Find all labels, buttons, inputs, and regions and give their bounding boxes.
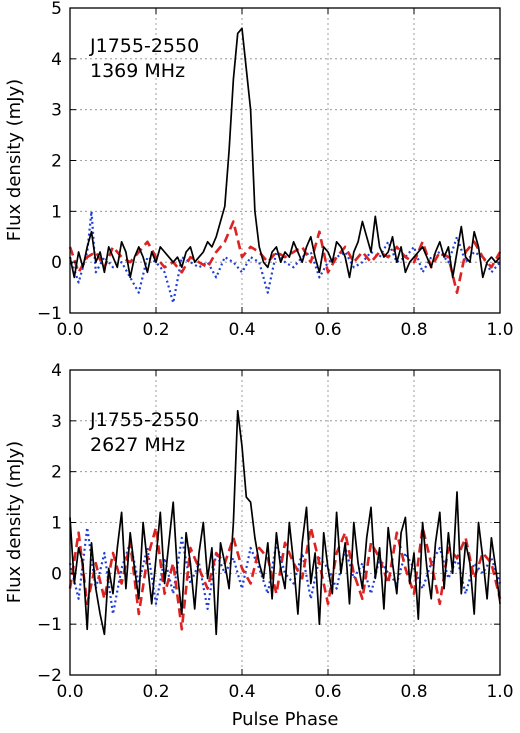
x-tick-label: 0.8 bbox=[400, 682, 427, 702]
y-tick-label: 3 bbox=[51, 412, 62, 432]
tick-labels: 0.0 0.2 0.4 0.6 0.8 1.0 −1 0 1 2 3 4 5 bbox=[37, 0, 514, 340]
tick-labels: 0.0 0.2 0.4 0.6 0.8 1.0 −2 −1 0 1 2 3 4 bbox=[37, 361, 514, 702]
series-line-solid bbox=[69, 409, 501, 636]
grid-lines bbox=[70, 370, 500, 675]
x-tick-label: 0.6 bbox=[314, 682, 341, 702]
y-tick-label: 4 bbox=[51, 50, 62, 70]
y-tick-label: 4 bbox=[51, 361, 62, 381]
x-tick-label: 1.0 bbox=[486, 320, 513, 340]
y-axis-label: Flux density (mJy) bbox=[4, 79, 25, 241]
data-series bbox=[68, 409, 502, 636]
y-tick-label: 2 bbox=[51, 463, 62, 483]
x-axis-label: Pulse Phase bbox=[232, 709, 339, 730]
x-tick-label: 0.2 bbox=[142, 682, 169, 702]
grid-lines bbox=[70, 8, 500, 313]
series-line-dotted bbox=[68, 526, 502, 616]
frequency-label: 2627 MHz bbox=[90, 434, 185, 456]
panel-1370mhz: 0.0 0.2 0.4 0.6 0.8 1.0 −1 0 1 2 3 4 5 J1755-2550 13… bbox=[4, 0, 514, 340]
y-tick-label: 2 bbox=[51, 152, 62, 172]
source-label: J1755-2550 bbox=[89, 35, 199, 57]
x-tick-label: 0.8 bbox=[400, 320, 427, 340]
x-tick-label: 0.4 bbox=[228, 320, 255, 340]
y-tick-label: 3 bbox=[51, 101, 62, 121]
y-tick-label: 0 bbox=[51, 253, 62, 273]
x-tick-label: 1.0 bbox=[486, 682, 513, 702]
x-tick-label: 0.0 bbox=[56, 682, 83, 702]
y-tick-label: 5 bbox=[51, 0, 62, 19]
y-tick-label: −1 bbox=[37, 304, 62, 324]
y-tick-label: −1 bbox=[37, 615, 62, 635]
y-axis-label: Flux density (mJy) bbox=[4, 441, 25, 603]
y-tick-label: 1 bbox=[51, 514, 62, 534]
frequency-label: 1369 MHz bbox=[90, 60, 185, 82]
y-tick-label: −2 bbox=[37, 666, 62, 686]
x-tick-label: 0.0 bbox=[56, 320, 83, 340]
series-line-dashed bbox=[68, 526, 502, 631]
y-tick-label: 0 bbox=[51, 564, 62, 584]
panel-2630mhz: 0.0 0.2 0.4 0.6 0.8 1.0 −2 −1 0 1 2 3 4 J1755-2550 2… bbox=[4, 361, 514, 730]
source-label: J1755-2550 bbox=[89, 409, 199, 431]
x-tick-label: 0.4 bbox=[228, 682, 255, 702]
series-line-dashed bbox=[68, 220, 502, 295]
x-tick-label: 0.2 bbox=[142, 320, 169, 340]
x-tick-label: 0.6 bbox=[314, 320, 341, 340]
data-series bbox=[68, 27, 502, 304]
series-line-solid bbox=[69, 27, 501, 279]
y-tick-label: 1 bbox=[51, 202, 62, 222]
